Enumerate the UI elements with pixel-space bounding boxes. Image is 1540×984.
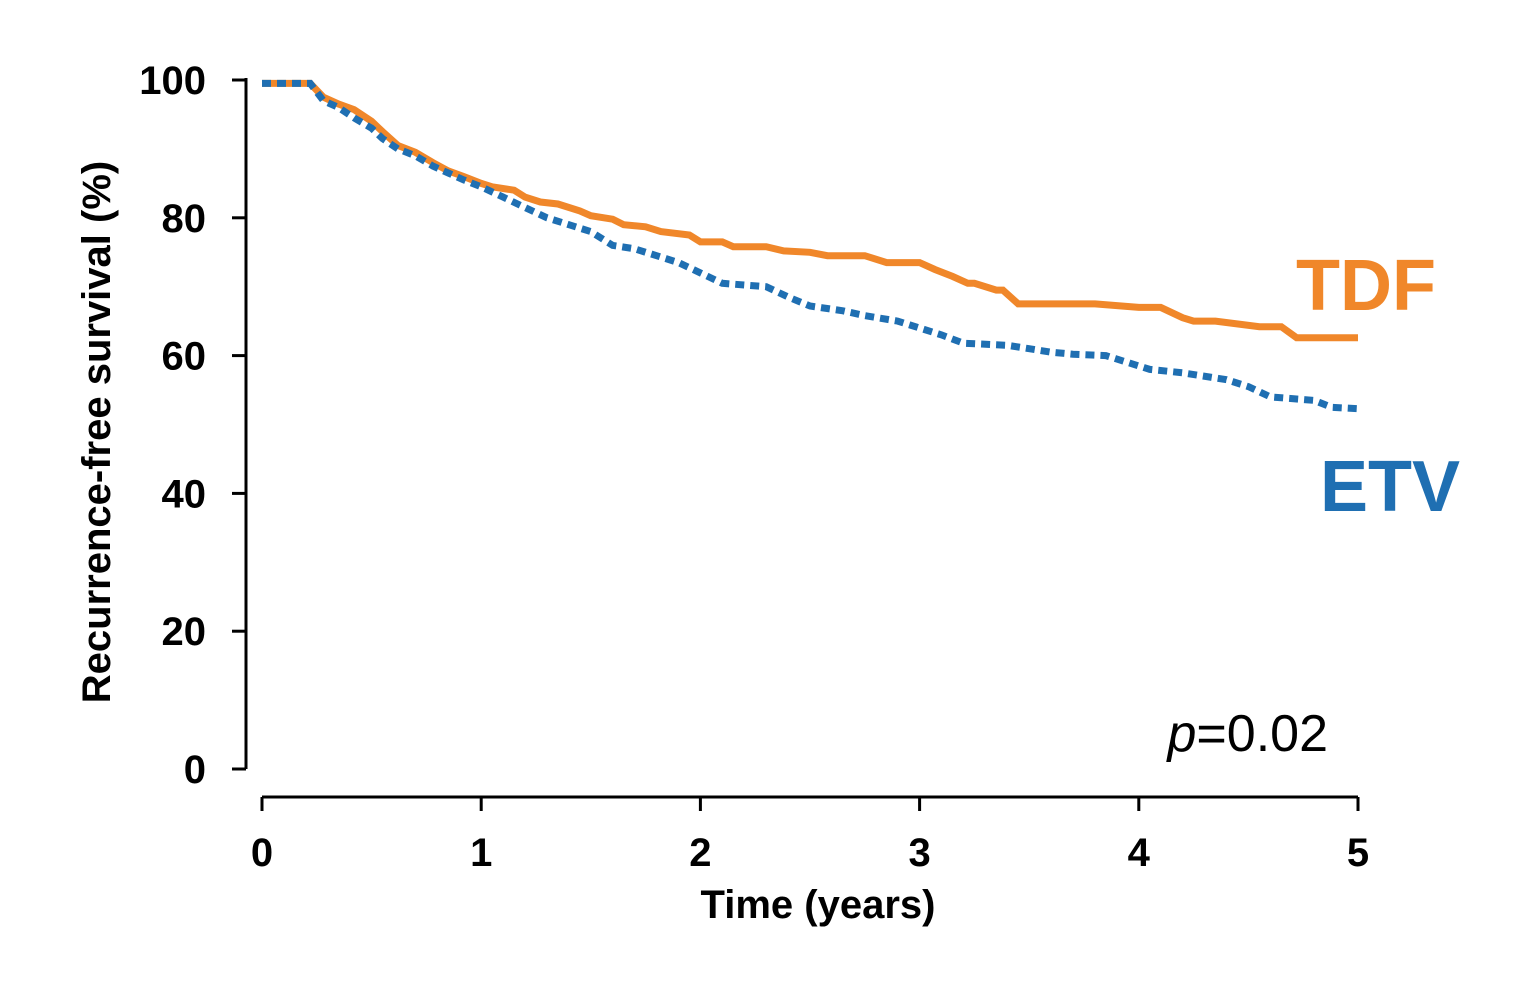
y-tick-label: 80 — [162, 197, 207, 241]
series-line-etv — [262, 79, 1359, 413]
x-tick-label: 2 — [689, 831, 711, 875]
p-value-symbol: p — [1166, 705, 1197, 763]
x-tick-label: 4 — [1128, 831, 1151, 875]
axes — [244, 78, 1358, 799]
y-tick-label: 100 — [139, 59, 206, 103]
series-label-tdf: TDF — [1296, 246, 1436, 326]
y-tick-label: 20 — [162, 610, 207, 654]
y-tick-label: 0 — [184, 748, 206, 792]
series-group — [262, 79, 1359, 413]
y-tick-label: 60 — [162, 335, 207, 379]
p-value-number: =0.02 — [1196, 705, 1328, 763]
x-tick-label: 3 — [908, 831, 930, 875]
y-tick-label: 40 — [162, 472, 207, 516]
y-ticks: 0 20 40 60 80 100 — [139, 59, 246, 792]
x-tick-label: 0 — [251, 831, 273, 875]
x-tick-label: 1 — [470, 831, 492, 875]
p-value-annotation: p=0.02 — [1166, 705, 1329, 763]
y-axis-title: Recurrence-free survival (%) — [75, 161, 119, 703]
x-tick-label: 5 — [1347, 831, 1369, 875]
series-line-tdf — [262, 79, 1358, 342]
series-label-etv: ETV — [1320, 447, 1460, 527]
x-ticks: 0 1 2 3 4 5 — [251, 797, 1369, 875]
x-axis-title: Time (years) — [701, 883, 936, 927]
